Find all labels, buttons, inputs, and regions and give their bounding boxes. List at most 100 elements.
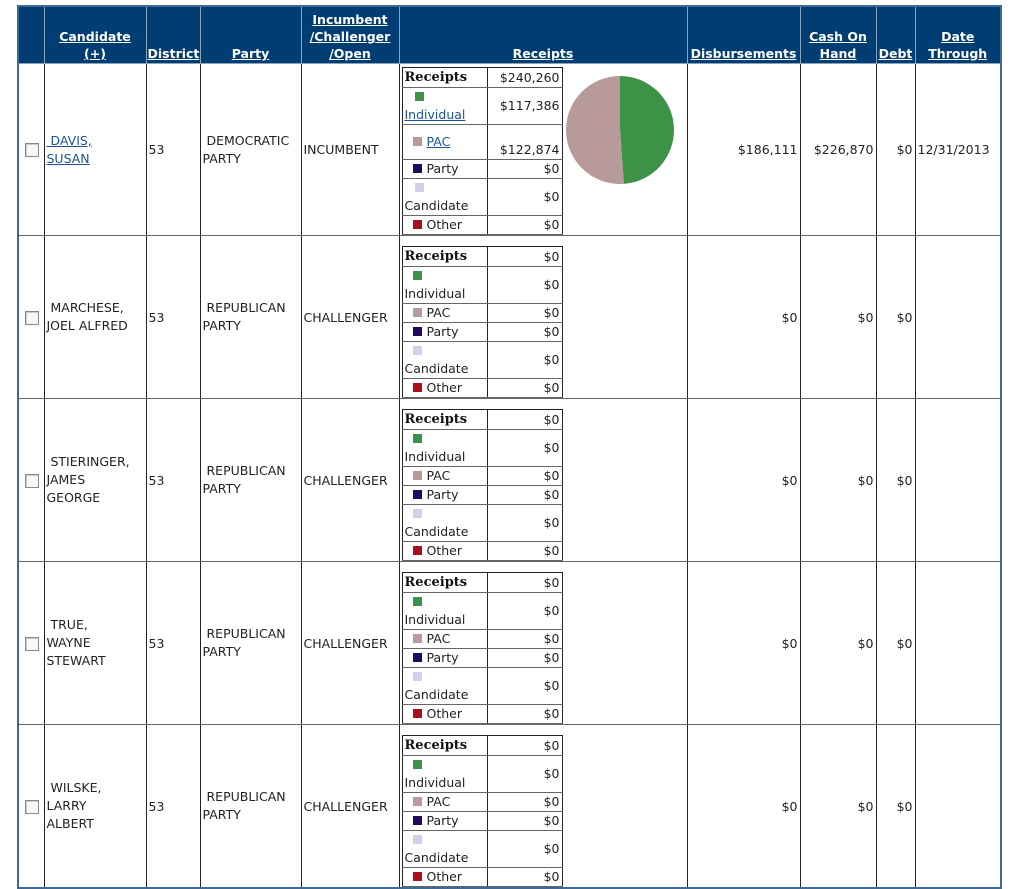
pac-amount: $0 — [543, 305, 560, 320]
receipts-total: $240,260 — [499, 69, 560, 85]
select-checkbox[interactable] — [25, 799, 40, 814]
other-amount: $0 — [543, 706, 560, 721]
status-cell: CHALLENGER — [300, 398, 400, 562]
status-value: CHALLENGER — [303, 472, 388, 488]
name-line3: ALBERT — [46, 816, 94, 831]
pie-slice-individual — [619, 76, 674, 184]
status-value: CHALLENGER — [303, 635, 388, 651]
status-cell: CHALLENGER — [300, 724, 400, 889]
candidate-label: Candidate — [404, 850, 469, 865]
candidate-name-cell: DAVIS, SUSAN — [43, 63, 147, 236]
receipts-total: $0 — [543, 737, 560, 753]
name-line2: JOEL ALFRED — [46, 318, 128, 333]
individual-amount: $0 — [543, 603, 560, 618]
individual-label: Individual — [404, 286, 466, 301]
candidate-swatch-icon — [412, 509, 422, 518]
individual-label[interactable]: Individual — [404, 107, 466, 122]
candidate-label: Candidate — [404, 361, 469, 376]
candidate-name: WILSKE, LARRY ALBERT — [47, 780, 102, 831]
disbursements-value: $0 — [781, 309, 798, 325]
header-candidate[interactable]: Candidate (+) — [43, 5, 147, 64]
header-status[interactable]: Incumbent/Challenger/Open — [300, 5, 400, 64]
name-line1: DAVIS, — [50, 132, 92, 148]
cash-on-hand-cell: $0 — [799, 235, 877, 399]
header-date-through[interactable]: Date Through — [914, 5, 1002, 64]
header-row: Candidate (+) District Party Incumbent/Ch… — [17, 5, 1002, 64]
sort-debt-link[interactable]: Debt — [878, 46, 913, 61]
select-cell — [17, 724, 45, 889]
candidate-amount: $0 — [543, 189, 560, 204]
header-cash-on-hand[interactable]: Cash On Hand — [799, 5, 877, 64]
sort-disbursements-link[interactable]: Disbursements — [690, 46, 797, 61]
select-checkbox[interactable] — [25, 143, 40, 158]
candidate-name: DAVIS, SUSAN — [47, 133, 92, 166]
disbursements-value: $0 — [781, 472, 798, 488]
pac-amount: $122,874 — [499, 142, 560, 157]
other-label: Other — [426, 706, 463, 721]
sort-party-link[interactable]: Party — [231, 46, 270, 61]
party-label: Party — [426, 487, 459, 502]
sort-cash-link[interactable]: Cash On Hand — [809, 29, 867, 61]
debt-cell: $0 — [875, 724, 916, 889]
receipts-label: Receipts — [404, 412, 468, 427]
candidate-link[interactable]: DAVIS, SUSAN — [47, 133, 92, 166]
pac-amount: $0 — [543, 468, 560, 483]
candidate-swatch-icon — [412, 672, 422, 681]
disbursements-value: $186,111 — [737, 142, 798, 157]
select-checkbox[interactable] — [25, 310, 40, 325]
header-disbursements[interactable]: Disbursements — [686, 5, 801, 64]
candidate-name-cell: TRUE, WAYNE STEWART — [43, 561, 147, 725]
expand-candidate-link[interactable]: (+) — [84, 46, 106, 61]
table-row: WILSKE, LARRY ALBERT 53 REPUBLICAN PARTY CH… — [17, 724, 1002, 889]
cash-on-hand-cell: $0 — [799, 561, 877, 725]
receipt-item-pac: PAC $0 — [401, 466, 563, 486]
district-value: 53 — [148, 309, 165, 325]
party-swatch-icon — [412, 816, 422, 825]
status-value: INCUMBENT — [303, 142, 379, 157]
candidates-table: Candidate (+) District Party Incumbent/Ch… — [17, 5, 1002, 889]
select-cell — [17, 561, 45, 725]
sort-receipts-link[interactable]: Receipts — [512, 46, 574, 61]
sort-district-link[interactable]: District — [147, 46, 200, 61]
header-debt[interactable]: Debt — [875, 5, 916, 64]
other-label: Other — [426, 380, 463, 395]
disbursements-cell: $0 — [686, 398, 801, 562]
date-through-cell — [914, 561, 1002, 725]
receipts-label: Receipts — [404, 738, 468, 753]
sort-candidate-link[interactable]: Candidate — [59, 29, 131, 44]
sort-status-link[interactable]: Incumbent/Challenger/Open — [309, 12, 391, 61]
receipt-item-other: Other $0 — [401, 541, 563, 561]
name-line1: STIERINGER, — [50, 454, 130, 469]
receipt-item-party: Party $0 — [401, 485, 563, 505]
candidate-swatch-icon — [412, 835, 422, 844]
receipts-breakdown: Receipts $0 Individual $0 PAC $0 Party $0 Candid… — [401, 735, 563, 887]
receipts-cell: Receipts $0 Individual $0 PAC $0 Party $0 Candid… — [398, 724, 688, 889]
pac-label[interactable]: PAC — [426, 134, 451, 149]
party-line2: PARTY — [202, 150, 241, 166]
sort-date-link[interactable]: Date Through — [928, 29, 988, 61]
receipt-item-other: Other $0 — [401, 215, 563, 235]
party-cell: REPUBLICAN PARTY — [199, 235, 302, 399]
party-amount: $0 — [543, 487, 560, 502]
select-checkbox[interactable] — [25, 636, 40, 651]
candidate-amount: $0 — [543, 841, 560, 856]
receipts-breakdown: Receipts $0 Individual $0 PAC $0 Party $0 Candid… — [401, 572, 563, 724]
party-amount: $0 — [543, 650, 560, 665]
select-checkbox[interactable] — [25, 473, 40, 488]
district-cell: 53 — [145, 235, 201, 399]
district-cell: 53 — [145, 724, 201, 889]
receipts-label: Receipts — [404, 575, 468, 590]
name-line3: GEORGE — [46, 490, 101, 505]
disbursements-value: $0 — [781, 798, 798, 814]
status-cell: CHALLENGER — [300, 235, 400, 399]
debt-cell: $0 — [875, 398, 916, 562]
other-swatch-icon — [412, 220, 422, 229]
candidate-name: TRUE, WAYNE STEWART — [47, 617, 106, 668]
party-line2: PARTY — [202, 644, 241, 659]
header-party[interactable]: Party — [199, 5, 302, 64]
table-row: MARCHESE, JOEL ALFRED 53 REPUBLICAN PARTY … — [17, 235, 1002, 399]
header-receipts[interactable]: Receipts — [398, 5, 688, 64]
receipt-item-pac: PAC $0 — [401, 792, 563, 812]
party-swatch-icon — [412, 490, 422, 499]
header-district[interactable]: District — [145, 5, 201, 64]
